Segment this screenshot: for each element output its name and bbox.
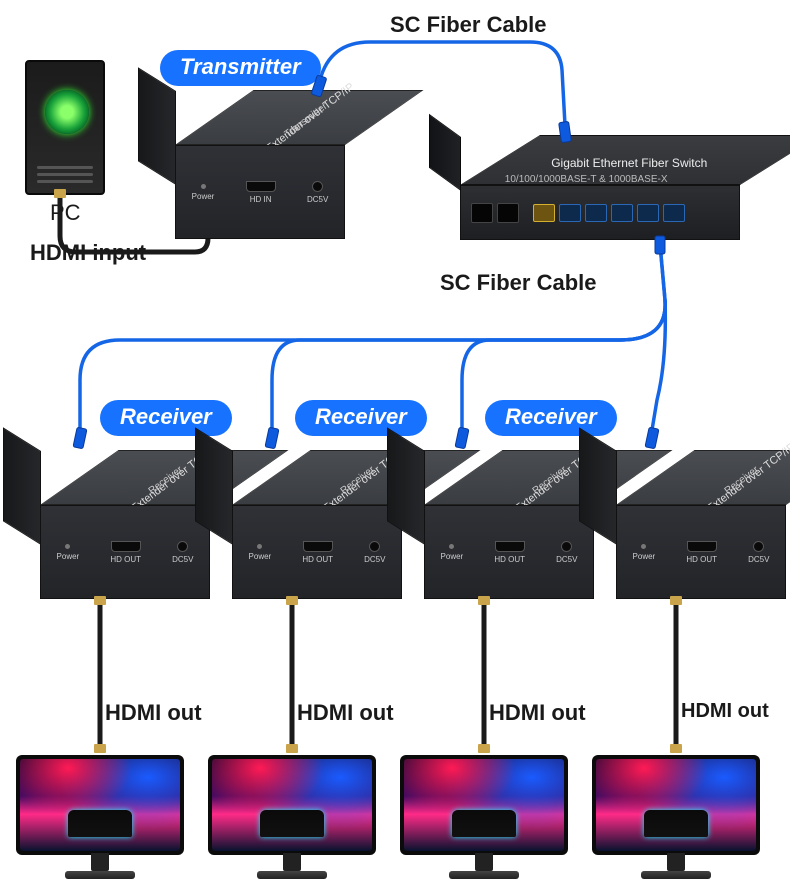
- receiver-box-3: HD Fiber Extender over TCP/IP Receiver P…: [424, 450, 594, 599]
- rx-hdmi-port: HD OUT: [494, 541, 525, 564]
- sfp-port: [585, 204, 607, 222]
- pc-slots: [37, 166, 93, 183]
- sfp-port: [611, 204, 633, 222]
- pc-tower: [25, 60, 105, 195]
- rx-power-led: Power: [249, 544, 272, 561]
- switch-subtitle: 10/100/1000BASE-T & 1000BASE-X: [505, 174, 668, 185]
- rx-dc-port: DC5V: [556, 541, 577, 564]
- rj45-port: [497, 203, 519, 223]
- sfp-port: [663, 204, 685, 222]
- hdmi-out-label-1: HDMI out: [105, 700, 202, 726]
- receiver-box-1: HD Fiber Extender over TCP/IP Receiver P…: [40, 450, 210, 599]
- switch-ports: [460, 185, 740, 240]
- switch-title: Gigabit Ethernet Fiber Switch: [551, 156, 707, 170]
- hdmi-input-label: HDMI input: [30, 240, 146, 266]
- receiver-pill-2: Receiver: [295, 400, 427, 436]
- diagram-canvas: SC Fiber Cable Transmitter SC Fiber Cabl…: [0, 0, 790, 889]
- rj45-port: [471, 203, 493, 223]
- sc-fiber-label-top: SC Fiber Cable: [390, 12, 546, 38]
- monitor-2: [208, 755, 376, 879]
- transmitter-role-label: Transmitter: [283, 101, 330, 140]
- rx-hdmi-port: HD OUT: [686, 541, 717, 564]
- monitor-3: [400, 755, 568, 879]
- fiber-switch: Gigabit Ethernet Fiber Switch 10/100/100…: [460, 135, 740, 240]
- hdmi-out-label-3: HDMI out: [489, 700, 586, 726]
- sc-fiber-label-mid: SC Fiber Cable: [440, 270, 596, 296]
- tx-dc-port: DC5V: [307, 181, 328, 204]
- sfp-port: [637, 204, 659, 222]
- monitor-1: [16, 755, 184, 879]
- tx-power-led: Power: [192, 184, 215, 201]
- rx-power-led: Power: [441, 544, 464, 561]
- receiver-pill-1: Receiver: [100, 400, 232, 436]
- receiver-pill-3: Receiver: [485, 400, 617, 436]
- rx-dc-port: DC5V: [172, 541, 193, 564]
- sfp-port: [559, 204, 581, 222]
- transmitter-box: HD Fiber Extender over TCP/IP Transmitte…: [175, 90, 345, 239]
- hdmi-out-label-4: HDMI out: [681, 700, 769, 723]
- hdmi-out-label-2: HDMI out: [297, 700, 394, 726]
- rx-power-led: Power: [57, 544, 80, 561]
- rx-dc-port: DC5V: [364, 541, 385, 564]
- pc-fan-icon: [45, 90, 89, 134]
- transmitter-pill: Transmitter: [160, 50, 321, 86]
- rx-hdmi-port: HD OUT: [302, 541, 333, 564]
- pc-label: PC: [50, 200, 81, 226]
- receiver-box-4: HD Fiber Extender over TCP/IP Receiver P…: [616, 450, 786, 599]
- rx-power-led: Power: [633, 544, 656, 561]
- tx-hdmi-port: HD IN: [246, 181, 276, 204]
- rx-hdmi-port: HD OUT: [110, 541, 141, 564]
- receiver-box-2: HD Fiber Extender over TCP/IP Receiver P…: [232, 450, 402, 599]
- sfp-port: [533, 204, 555, 222]
- monitor-4: [592, 755, 760, 879]
- rx-dc-port: DC5V: [748, 541, 769, 564]
